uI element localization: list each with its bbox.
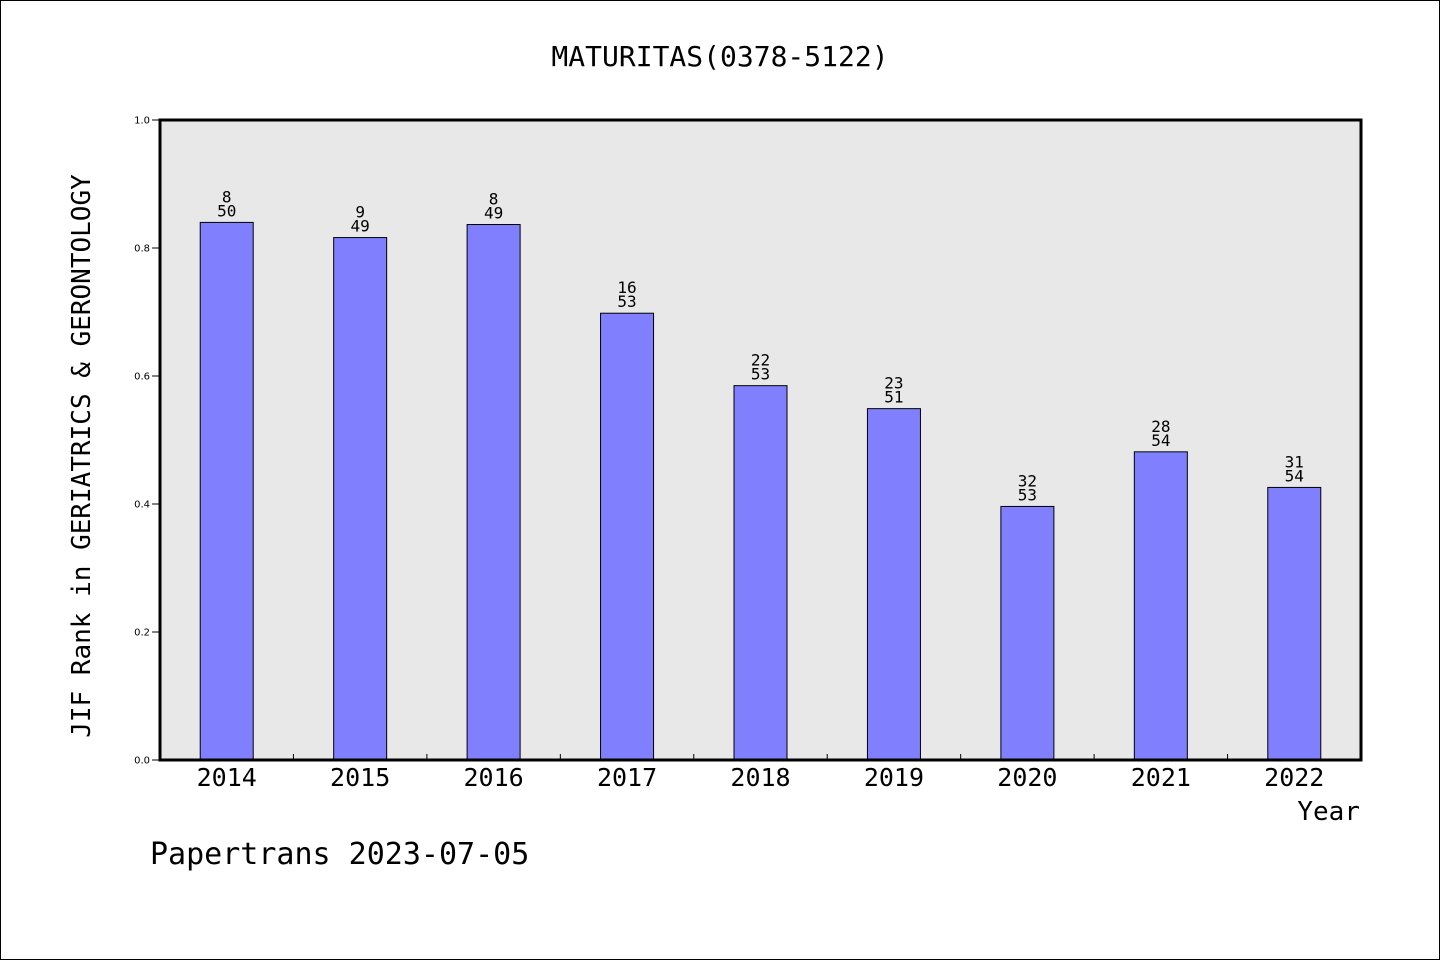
bar-2015	[333, 237, 388, 761]
bar-2021	[1133, 451, 1188, 761]
bar-label-total: 49	[351, 217, 370, 236]
y-axis-label: JIF Rank in GERIATRICS & GERONTOLOGY	[67, 174, 97, 738]
x-tick-label: 2016	[464, 763, 524, 792]
bar-label-rank: 32	[1018, 471, 1037, 490]
x-tick-label: 2021	[1131, 763, 1191, 792]
y-axis: 0.0 0.2 0.4 0.6 0.8 1.0	[134, 116, 160, 767]
y-tick-label: 1.0	[134, 116, 150, 127]
bar-label-rank: 8	[222, 187, 232, 206]
x-tick-label: 2017	[597, 763, 657, 792]
x-axis-label: Year	[1297, 797, 1360, 827]
bar-2017	[600, 312, 655, 761]
x-tick-label: 2018	[730, 763, 790, 792]
bar-label-rank: 8	[489, 190, 499, 209]
bar-2020	[1000, 505, 1055, 761]
x-axis: 2014 2015 2016 2017 2018 2019 2020 2021 2022	[197, 754, 1324, 792]
bar-label-rank: 23	[884, 374, 903, 393]
bar-label-total: 50	[217, 201, 236, 220]
y-tick-label: 0.6	[134, 372, 150, 383]
y-tick-label: 0.4	[134, 500, 150, 511]
x-tick-label: 2019	[864, 763, 924, 792]
y-tick-label: 0.2	[134, 628, 150, 639]
bar-2016	[466, 224, 521, 761]
bar-2022	[1267, 486, 1322, 761]
bar-label-total: 54	[1151, 431, 1170, 450]
bar-label-rank: 16	[617, 278, 636, 297]
plot-frame	[158, 118, 1363, 762]
bar-2014	[199, 221, 254, 761]
bar-2019	[866, 408, 921, 761]
bar-label-total: 53	[751, 365, 770, 384]
bar-label-rank: 9	[355, 203, 365, 222]
bar-2018	[733, 385, 788, 761]
bar-label-total: 51	[884, 388, 903, 407]
bar-label-total: 54	[1285, 466, 1304, 485]
x-tick-label: 2015	[330, 763, 390, 792]
bar-label-rank: 22	[751, 351, 770, 370]
bar-label-rank: 31	[1285, 452, 1304, 471]
bar-label-total: 53	[1018, 485, 1037, 504]
y-tick-label: 0.8	[134, 244, 150, 255]
x-tick-label: 2022	[1264, 763, 1324, 792]
x-tick-label: 2014	[197, 763, 257, 792]
bar-label-total: 53	[617, 292, 636, 311]
bar-label-rank: 28	[1151, 417, 1170, 436]
chart-title: MATURITAS(0378-5122)	[551, 40, 888, 73]
y-tick-label: 0.0	[134, 756, 150, 767]
bar-label-total: 49	[484, 204, 503, 223]
footer-credit: Papertrans 2023-07-05	[150, 837, 529, 872]
x-tick-label: 2020	[997, 763, 1057, 792]
